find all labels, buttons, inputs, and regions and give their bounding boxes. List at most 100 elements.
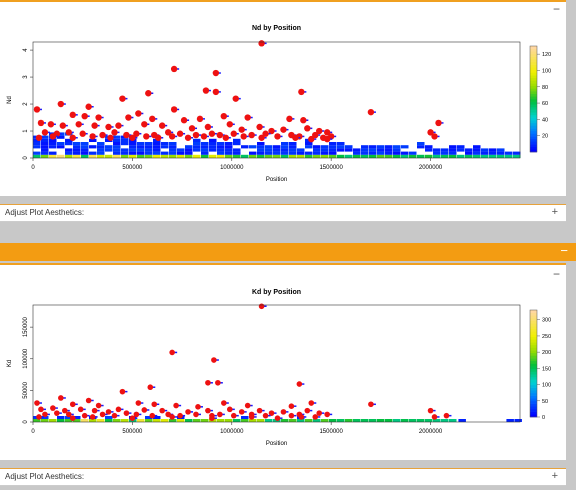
header-minimize-button[interactable]: −: [560, 243, 568, 258]
outlier-point: [54, 410, 60, 416]
colorbar-segment: [530, 86, 537, 89]
colorbar-segment: [530, 350, 537, 353]
density-cell: [369, 148, 377, 151]
outlier-point: [205, 380, 211, 386]
outlier-point: [211, 357, 217, 363]
outlier-point: [155, 135, 161, 141]
outlier-point: [435, 120, 441, 126]
density-cell: [289, 152, 297, 155]
density-cell: [113, 155, 121, 158]
outlier-point: [112, 413, 118, 419]
outlier-point: [38, 120, 44, 126]
density-cell: [185, 152, 193, 155]
density-cell: [233, 152, 241, 155]
outlier-point: [50, 405, 56, 411]
density-cell: [305, 145, 313, 148]
outlier-point: [151, 401, 157, 407]
density-cell: [145, 145, 153, 148]
colorbar-segment: [530, 326, 537, 329]
colorbar-segment: [530, 59, 537, 62]
adjust-plot-aesthetics-bar[interactable]: Adjust Plot Aesthetics: +: [0, 204, 566, 222]
density-cell: [337, 142, 345, 145]
outlier-point: [169, 414, 175, 420]
outlier-point: [221, 400, 227, 406]
colorbar-segment: [530, 141, 537, 144]
density-cell: [41, 148, 49, 151]
outlier-point: [130, 415, 136, 421]
colorbar-segment: [530, 128, 537, 131]
colorbar-segment: [530, 133, 537, 136]
density-cell: [65, 142, 73, 145]
colorbar-segment: [530, 355, 537, 358]
colorbar-segment: [530, 75, 537, 78]
colorbar-segment: [530, 94, 537, 97]
colorbar-segment: [530, 96, 537, 99]
density-cell: [497, 148, 505, 151]
density-cell: [497, 155, 505, 158]
density-cell: [273, 145, 281, 148]
outlier-point: [217, 412, 223, 418]
density-cell: [105, 416, 113, 419]
density-cell: [257, 419, 265, 422]
outlier-point: [177, 131, 183, 137]
outlier-point: [300, 117, 306, 123]
colorbar-segment: [530, 49, 537, 52]
outlier-point: [227, 407, 233, 413]
density-cell: [257, 142, 265, 145]
density-cell: [377, 148, 385, 151]
colorbar-segment: [530, 404, 537, 407]
density-cell: [289, 155, 297, 158]
outlier-point: [257, 408, 263, 414]
density-cell: [273, 155, 281, 158]
outlier-point: [142, 407, 148, 413]
density-cell: [113, 139, 121, 142]
outlier-point: [324, 136, 330, 142]
outlier-point: [70, 112, 76, 118]
colorbar-segment: [530, 331, 537, 334]
density-cell: [129, 155, 137, 158]
density-cell: [513, 152, 521, 155]
density-cell: [177, 419, 185, 422]
density-cell: [385, 145, 393, 148]
outlier-point: [185, 409, 191, 415]
outlier-point: [432, 414, 438, 420]
outlier-point: [42, 129, 48, 135]
outlier-point: [280, 126, 286, 132]
outlier-point: [34, 400, 40, 406]
outlier-point: [120, 389, 126, 395]
density-cell: [337, 148, 345, 151]
colorbar-segment: [530, 315, 537, 318]
chart-title: Nd by Position: [252, 25, 301, 32]
colorbar-segment: [530, 131, 537, 134]
density-cell: [201, 155, 209, 158]
outlier-point: [368, 109, 374, 115]
density-cell: [161, 145, 169, 148]
density-cell: [33, 142, 41, 145]
density-cell: [81, 145, 89, 148]
density-cell: [449, 145, 457, 148]
outlier-point: [241, 133, 247, 139]
density-cell: [225, 155, 233, 158]
density-cell: [121, 419, 129, 422]
outlier-point: [91, 122, 97, 128]
adjust-plot-aesthetics-bar[interactable]: Adjust Plot Aesthetics: +: [0, 468, 566, 486]
density-cell: [281, 155, 289, 158]
density-cell: [73, 148, 81, 151]
density-cell: [41, 142, 49, 145]
colorbar-tick-label: 20: [542, 134, 548, 140]
nd-plot-panel: − Nd by Position 0 500000 1000000 1500000 200…: [0, 0, 566, 196]
expand-aesthetics-button[interactable]: +: [552, 206, 558, 218]
density-cell: [313, 148, 321, 151]
density-cell: [313, 145, 321, 148]
density-cell: [201, 419, 209, 422]
density-cell: [441, 152, 449, 155]
density-cell: [417, 142, 425, 145]
outlier-point: [221, 113, 227, 119]
expand-aesthetics-button[interactable]: +: [552, 470, 558, 482]
density-cell: [217, 148, 225, 151]
outlier-point: [173, 403, 179, 409]
outlier-point: [205, 408, 211, 414]
outlier-point: [135, 110, 141, 116]
outlier-point: [305, 408, 311, 414]
outlier-point: [159, 408, 165, 414]
